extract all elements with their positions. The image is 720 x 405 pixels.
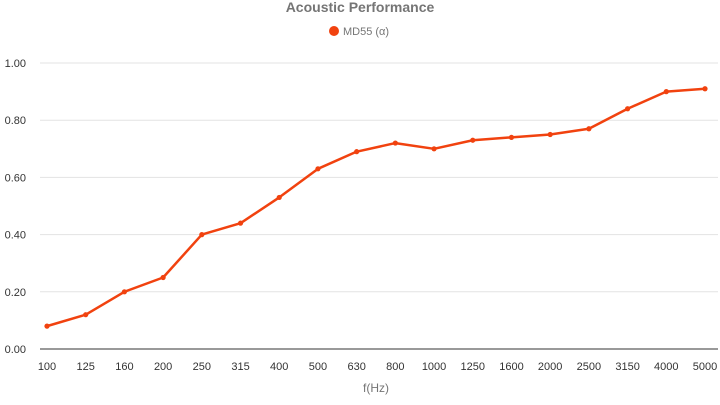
series-md55 — [44, 86, 708, 329]
x-tick-label: 1000 — [422, 361, 446, 373]
x-tick-label: 630 — [347, 361, 365, 373]
data-point-400[interactable] — [276, 194, 282, 201]
y-tick-label: 0.40 — [5, 230, 26, 242]
gridlines — [40, 62, 718, 350]
x-tick-label: 2500 — [577, 361, 601, 373]
y-tick-label: 0.60 — [5, 172, 26, 184]
data-point-2000[interactable] — [547, 131, 553, 138]
legend-label: MD55 (α) — [343, 26, 389, 38]
data-point-125[interactable] — [83, 312, 89, 318]
data-point-5000[interactable] — [702, 86, 708, 92]
y-tick-label: 1.00 — [5, 58, 26, 70]
data-point-315[interactable] — [237, 220, 244, 226]
legend[interactable]: MD55 (α) — [329, 26, 389, 38]
y-axis: 0.00 0.20 0.40 0.60 0.80 1.00 — [5, 58, 26, 356]
x-tick-label: 4000 — [654, 361, 678, 373]
data-point-2500[interactable] — [586, 126, 592, 132]
data-point-1000[interactable] — [431, 146, 437, 152]
x-tick-label: 200 — [154, 361, 172, 373]
x-tick-label: 800 — [386, 361, 404, 373]
x-tick-label: 1250 — [461, 361, 485, 373]
x-tick-label: 315 — [231, 361, 249, 373]
y-tick-label: 0.00 — [5, 344, 26, 356]
legend-marker-icon — [329, 26, 339, 36]
x-tick-label: 125 — [77, 361, 95, 373]
x-tick-label: 160 — [115, 361, 133, 373]
data-point-200[interactable] — [160, 274, 166, 281]
chart-title: Acoustic Performance — [286, 0, 435, 15]
y-tick-label: 0.80 — [5, 115, 26, 127]
data-point-4000[interactable] — [663, 89, 669, 95]
data-point-630[interactable] — [354, 149, 360, 155]
data-point-800[interactable] — [392, 140, 398, 146]
x-tick-label: 2000 — [538, 361, 562, 373]
data-point-3150[interactable] — [624, 106, 631, 112]
data-point-1600[interactable] — [508, 134, 515, 140]
y-tick-label: 0.20 — [5, 287, 26, 299]
x-tick-label: 250 — [193, 361, 211, 373]
x-tick-label: 400 — [270, 361, 288, 373]
x-axis: 100 125 160 200 250 315 400 500 630 800 1000 1250 16… — [38, 361, 717, 373]
x-tick-label: 1600 — [499, 361, 523, 373]
x-tick-label: 5000 — [693, 361, 717, 373]
data-point-250[interactable] — [199, 232, 205, 238]
data-point-1250[interactable] — [470, 137, 476, 143]
x-axis-title: f(Hz) — [363, 381, 389, 395]
x-tick-label: 500 — [309, 361, 327, 373]
data-point-500[interactable] — [315, 166, 321, 172]
data-point-100[interactable] — [44, 323, 50, 329]
x-tick-label: 100 — [38, 361, 56, 373]
data-point-160[interactable] — [121, 289, 128, 295]
series-line — [45, 87, 707, 328]
x-tick-label: 3150 — [615, 361, 639, 373]
